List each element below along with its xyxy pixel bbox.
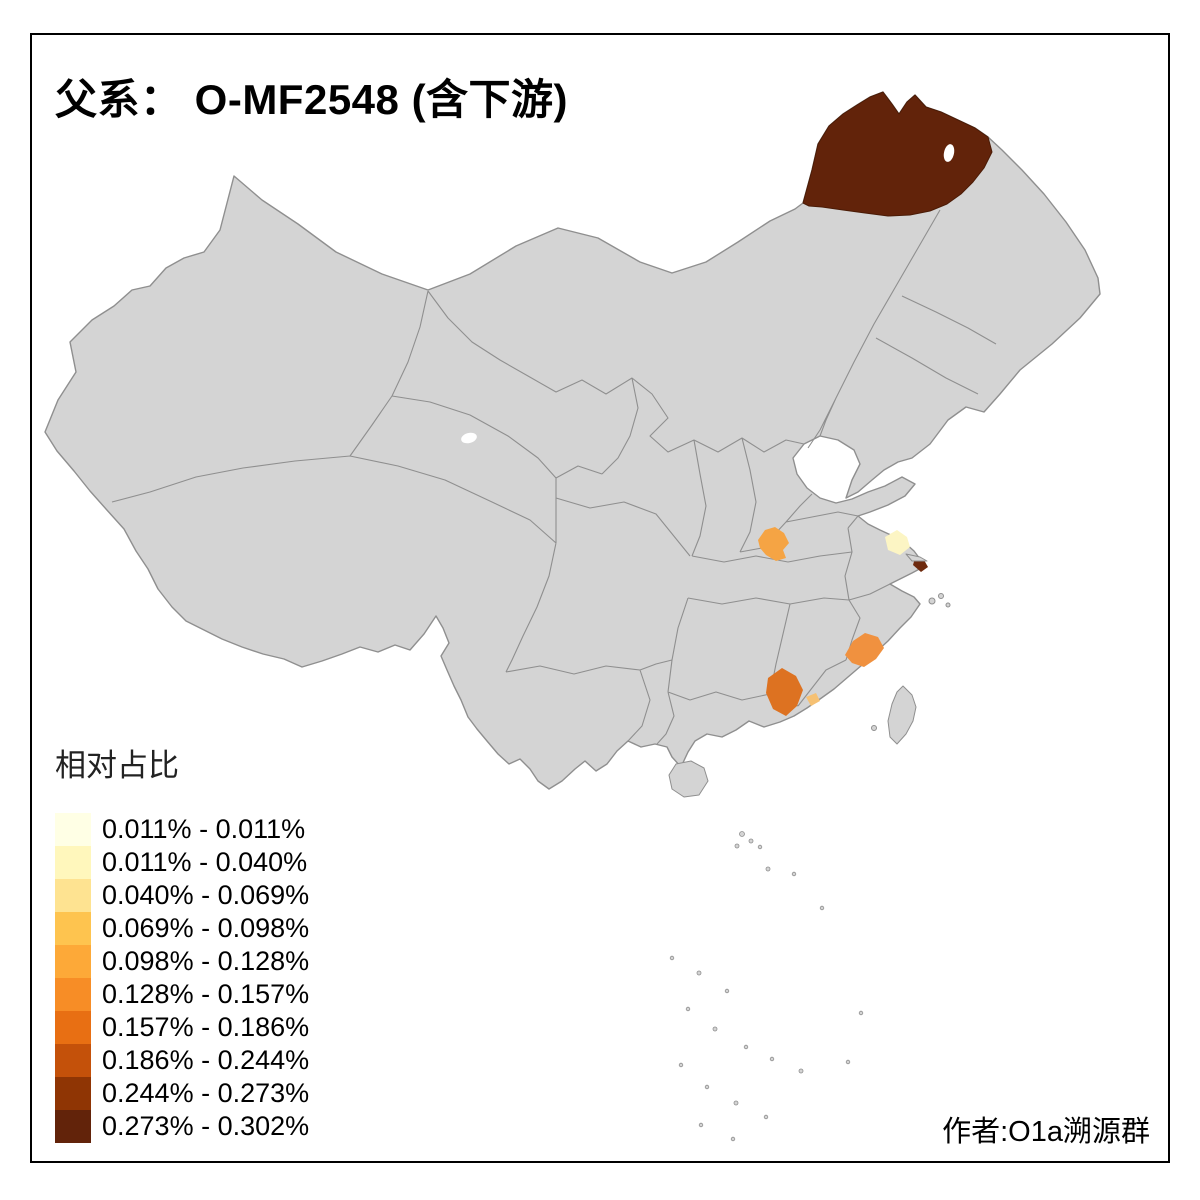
legend-label: 0.244% - 0.273%	[102, 1078, 310, 1108]
legend-swatch	[55, 813, 91, 846]
legend-swatch	[55, 1077, 91, 1110]
attribution-text: 作者:O1a溯源群	[942, 1116, 1150, 1148]
islet	[678, 1062, 684, 1068]
islet	[858, 1010, 864, 1016]
legend-title: 相对占比	[55, 748, 179, 783]
islet	[733, 1100, 739, 1106]
penghu-island	[871, 725, 877, 731]
region-guangdong-coast-spot	[806, 693, 820, 706]
legend-row: 0.011% - 0.011%	[55, 813, 309, 846]
zhoushan-island	[928, 597, 936, 605]
legend-row: 0.098% - 0.128%	[55, 945, 309, 978]
legend-label: 0.157% - 0.186%	[102, 1012, 310, 1042]
legend-rows: 0.011% - 0.011% 0.011% - 0.040% 0.040% -…	[55, 813, 309, 1143]
zhoushan-island	[945, 602, 951, 608]
legend-row: 0.186% - 0.244%	[55, 1044, 309, 1077]
islet	[696, 970, 702, 976]
islands	[668, 553, 951, 798]
legend-row: 0.128% - 0.157%	[55, 978, 309, 1011]
region-far-northeast	[802, 91, 993, 217]
legend-label: 0.186% - 0.244%	[102, 1045, 310, 1075]
islet	[791, 871, 797, 877]
legend-swatch	[55, 945, 91, 978]
islet	[685, 1006, 691, 1012]
legend: 相对占比 0.011% - 0.011% 0.011% - 0.040% 0.0…	[55, 740, 309, 1143]
islet	[704, 1084, 710, 1090]
legend-swatch	[55, 1110, 91, 1143]
legend-label: 0.098% - 0.128%	[102, 946, 310, 976]
legend-label: 0.273% - 0.302%	[102, 1111, 310, 1141]
legend-swatch	[55, 912, 91, 945]
hainan-island	[668, 760, 709, 798]
islet	[730, 1136, 736, 1142]
region-south-fujian	[845, 633, 884, 667]
islet	[724, 988, 730, 994]
map-title: 父系： O-MF2548 (含下游)	[55, 76, 569, 123]
legend-swatch	[55, 879, 91, 912]
islet	[734, 843, 740, 849]
islet	[712, 1026, 718, 1032]
islet	[748, 838, 754, 844]
taiwan-island	[887, 685, 917, 745]
islet	[757, 844, 763, 850]
legend-label: 0.011% - 0.011%	[102, 814, 306, 844]
legend-swatch	[55, 1011, 91, 1044]
legend-label: 0.040% - 0.069%	[102, 880, 310, 910]
region-yangtze-delta-pale	[885, 530, 910, 555]
legend-row: 0.011% - 0.040%	[55, 846, 309, 879]
islet	[819, 905, 825, 911]
islet	[743, 1044, 749, 1050]
region-east-guangdong	[766, 668, 803, 716]
legend-row: 0.157% - 0.186%	[55, 1011, 309, 1044]
legend-row: 0.273% - 0.302%	[55, 1110, 309, 1143]
legend-label: 0.128% - 0.157%	[102, 979, 310, 1009]
islet	[765, 866, 771, 872]
qinghai-lake	[461, 432, 477, 444]
legend-swatch	[55, 1044, 91, 1077]
legend-row: 0.244% - 0.273%	[55, 1077, 309, 1110]
islet	[739, 831, 745, 837]
legend-row: 0.069% - 0.098%	[55, 912, 309, 945]
legend-swatch	[55, 846, 91, 879]
legend-label: 0.011% - 0.040%	[102, 847, 308, 877]
islet	[763, 1114, 769, 1120]
islet	[798, 1068, 804, 1074]
zhoushan-island	[938, 593, 944, 599]
legend-swatch	[55, 978, 91, 1011]
province-borders	[111, 209, 997, 745]
chongming-island	[905, 553, 928, 562]
hulun-lake	[943, 144, 955, 162]
legend-row: 0.040% - 0.069%	[55, 879, 309, 912]
islet	[845, 1059, 851, 1065]
region-central-yangtze	[758, 527, 789, 561]
legend-label: 0.069% - 0.098%	[102, 913, 310, 943]
islet	[669, 955, 675, 961]
south-china-sea-islands	[669, 831, 864, 1142]
islet	[769, 1056, 775, 1062]
islet	[698, 1122, 704, 1128]
